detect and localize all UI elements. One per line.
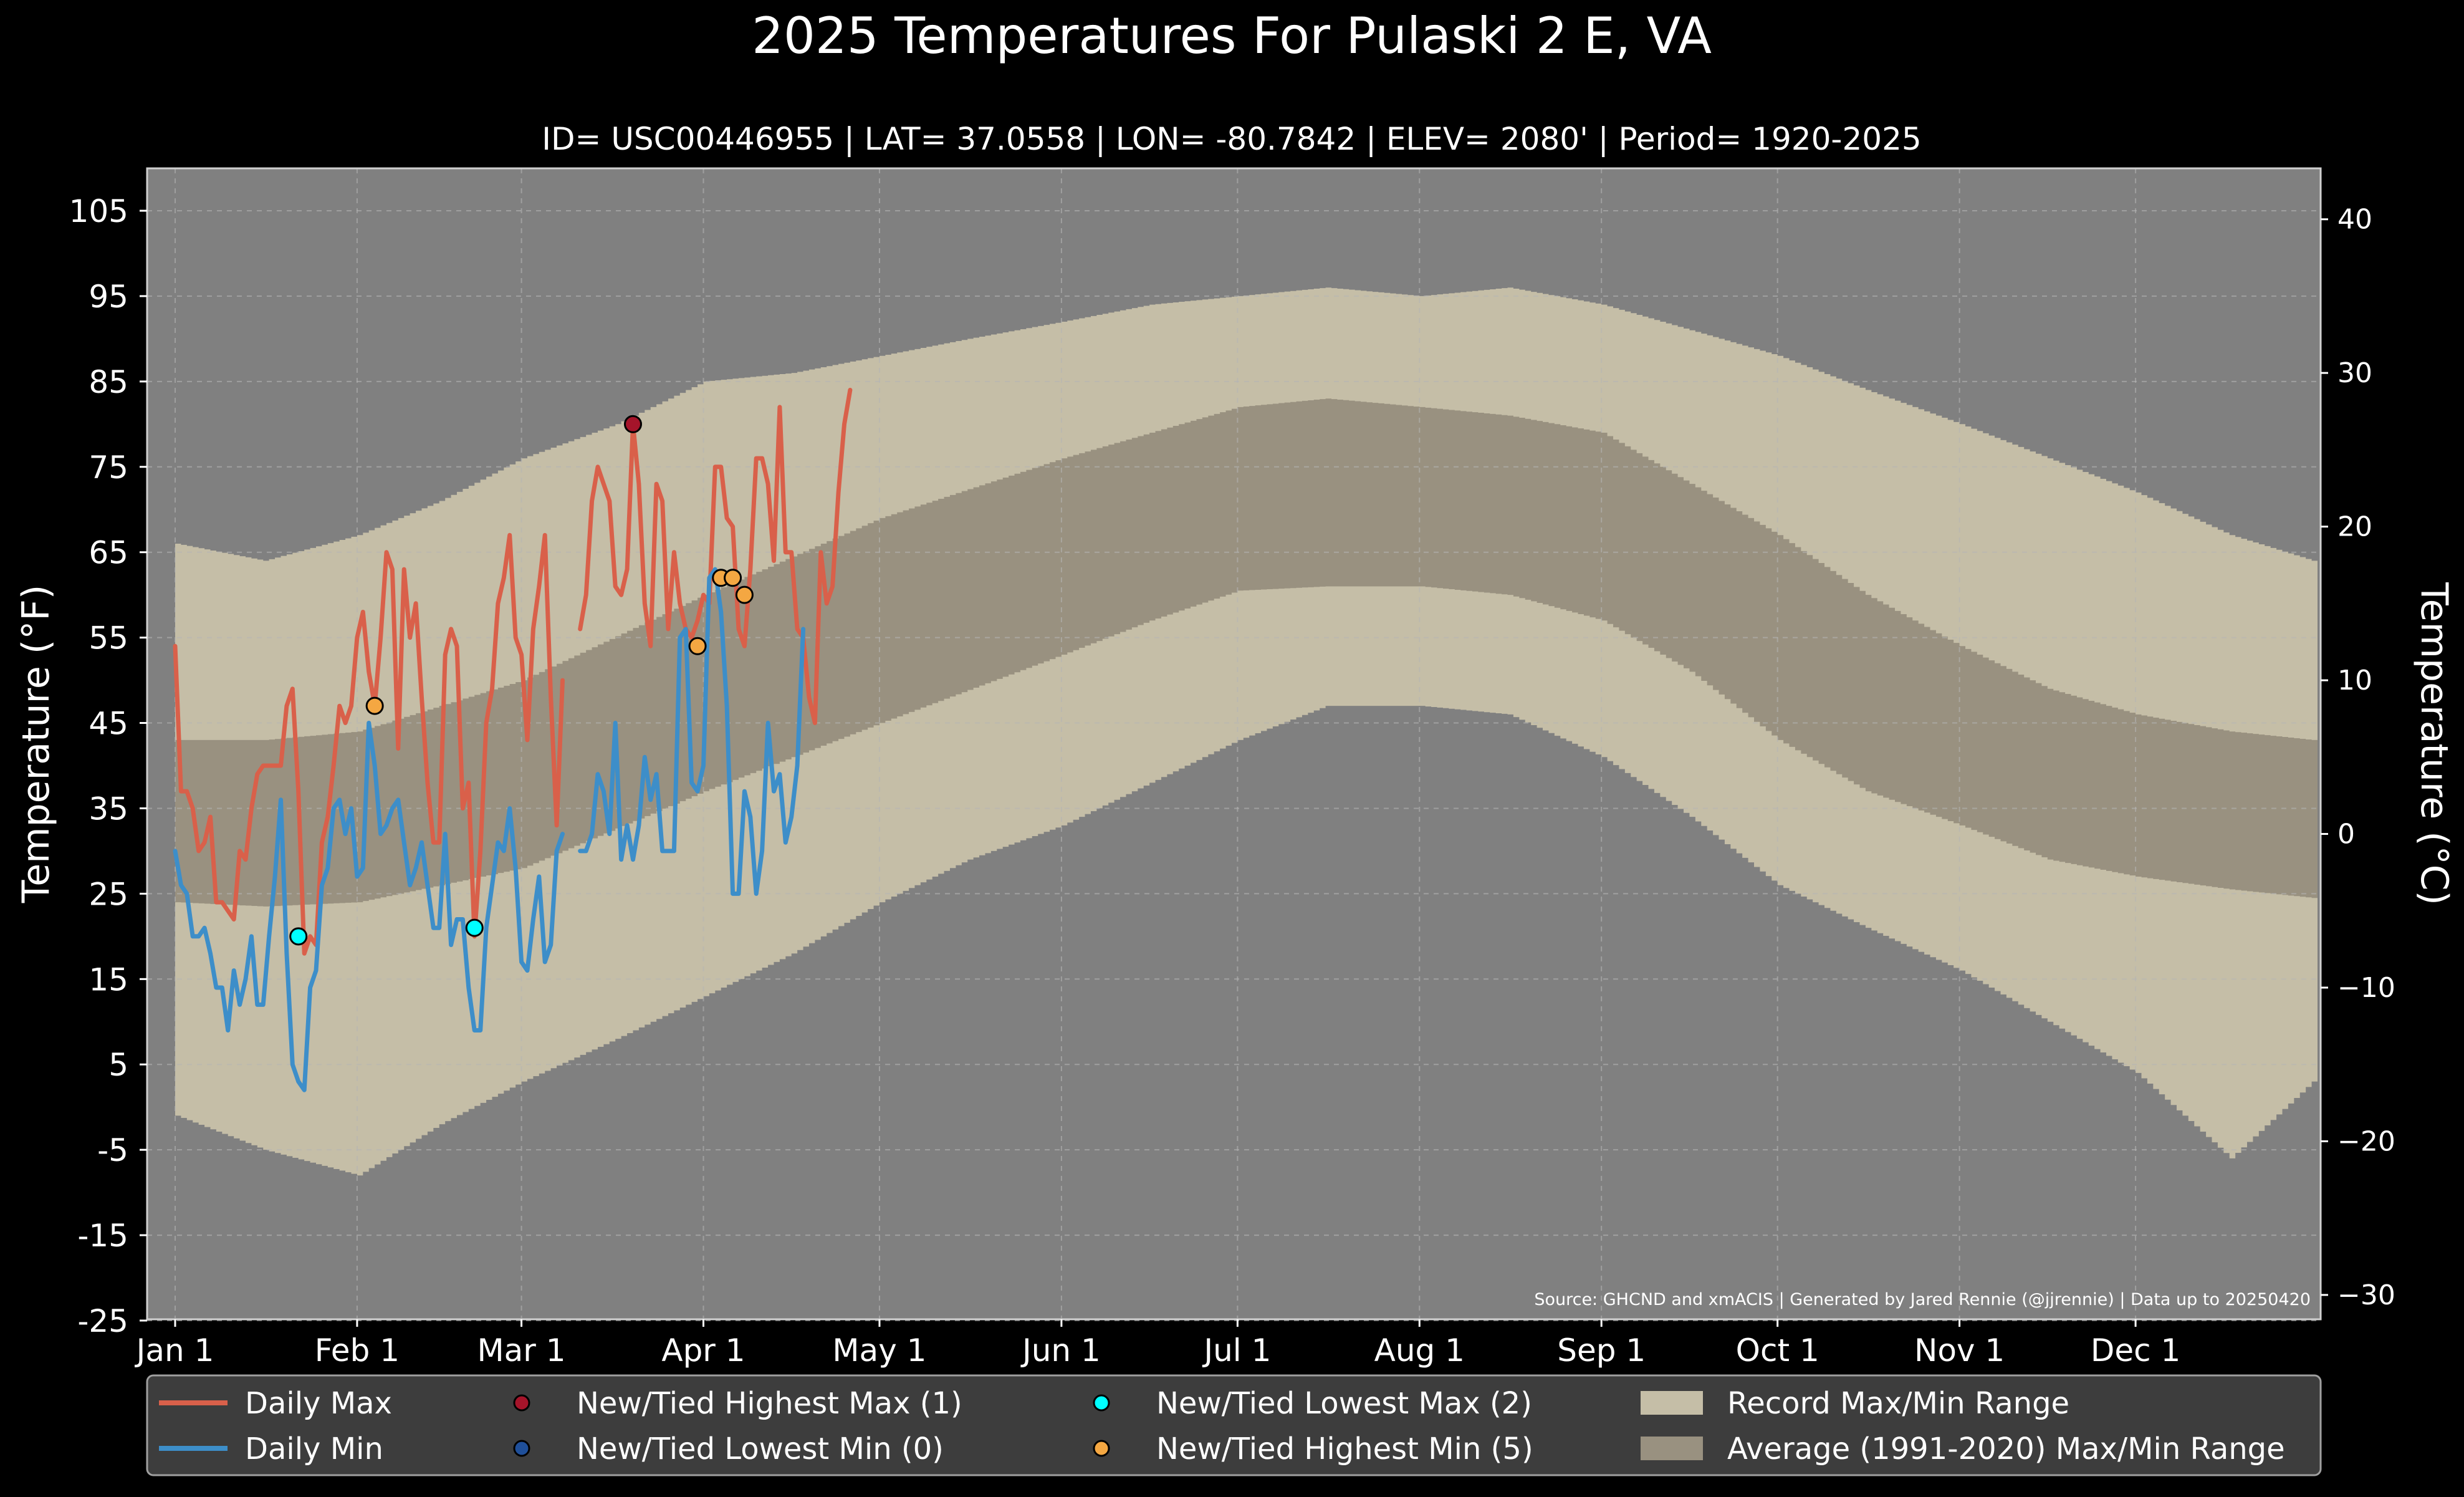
y-tick-label: -5 xyxy=(97,1132,128,1168)
legend-lowest-min-label: New/Tied Lowest Min (0) xyxy=(577,1432,944,1466)
y-tick-label: 55 xyxy=(89,620,128,657)
plot-frame xyxy=(146,167,2322,1321)
x-tick-label: Dec 1 xyxy=(2091,1332,2180,1369)
x-axis: Jan 1 Feb 1 Mar 1 Apr 1 May 1 Jun 1 Jul 1 Aug 1… xyxy=(135,1319,2180,1369)
legend-highest-max-marker xyxy=(513,1394,530,1412)
y-tick-label: 5 xyxy=(108,1047,128,1083)
daily-min-line xyxy=(173,567,806,1092)
y-tick-label-right: 0 xyxy=(2337,819,2355,850)
y-tick-label-right: −10 xyxy=(2337,972,2395,1004)
x-tick-label: Jul 1 xyxy=(1202,1332,1271,1369)
chart-subtitle: ID= USC00446955 | LAT= 37.0558 | LON= -8… xyxy=(542,121,1921,157)
x-tick-label: Jan 1 xyxy=(135,1332,214,1369)
y-tick-label-right: 30 xyxy=(2337,357,2372,389)
legend-daily-min-label: Daily Min xyxy=(245,1432,383,1466)
legend-average-range-label: Average (1991-2020) Max/Min Range xyxy=(1727,1432,2285,1466)
y-axis-fahrenheit: 105 95 85 75 65 55 45 35 25 15 5 -5 -15 -25 xyxy=(69,193,147,1339)
daily-max-line xyxy=(173,388,853,956)
legend-daily-max-label: Daily Max xyxy=(245,1386,392,1421)
y-tick-label-right: −20 xyxy=(2337,1125,2395,1157)
marker-highest-max xyxy=(623,415,642,433)
marker-lowest-max xyxy=(465,918,484,937)
y-tick-label-right: 20 xyxy=(2337,511,2372,543)
chart-title: 2025 Temperatures For Pulaski 2 E, VA xyxy=(752,7,1712,65)
record-range-band xyxy=(175,287,2318,1176)
marker-highest-min xyxy=(724,569,742,587)
y-tick-label-right: −30 xyxy=(2337,1279,2395,1311)
y-tick-label: 45 xyxy=(89,706,128,742)
legend: Daily Max Daily Min New/Tied Highest Max… xyxy=(146,1374,2322,1476)
x-tick-label: Aug 1 xyxy=(1374,1332,1465,1369)
y-tick-label: -15 xyxy=(77,1218,128,1254)
marker-lowest-max xyxy=(289,927,308,946)
y-tick-label: 95 xyxy=(89,279,128,315)
x-tick-label: Oct 1 xyxy=(1736,1332,1819,1369)
marker-highest-min xyxy=(365,696,384,715)
legend-highest-min-marker xyxy=(1093,1440,1110,1457)
average-range-band xyxy=(175,398,2318,907)
y-tick-label: -25 xyxy=(77,1303,128,1339)
legend-highest-min-label: New/Tied Highest Min (5) xyxy=(1156,1432,1533,1466)
legend-lowest-max-marker xyxy=(1093,1394,1110,1412)
x-tick-label: Sep 1 xyxy=(1557,1332,1646,1369)
x-tick-label: Jun 1 xyxy=(1020,1332,1101,1369)
y-axis-celsius: 40 30 20 10 0 −10 −20 −30 xyxy=(2321,204,2395,1311)
legend-average-range-swatch xyxy=(1641,1437,1703,1460)
y-axis-label-left: Temperature (°F) xyxy=(14,585,58,903)
record-markers xyxy=(289,415,754,946)
marker-highest-min xyxy=(688,637,707,655)
x-tick-label: Apr 1 xyxy=(661,1332,745,1369)
x-tick-label: Feb 1 xyxy=(315,1332,400,1369)
y-axis-label-right: Temperature (°C) xyxy=(2412,582,2456,905)
y-tick-label: 65 xyxy=(89,535,128,571)
y-tick-label: 35 xyxy=(89,791,128,827)
legend-record-range-label: Record Max/Min Range xyxy=(1727,1386,2069,1421)
legend-highest-max-label: New/Tied Highest Max (1) xyxy=(577,1386,962,1421)
y-tick-label-right: 10 xyxy=(2337,665,2372,696)
x-tick-label: Mar 1 xyxy=(477,1332,566,1369)
legend-record-range-swatch xyxy=(1641,1391,1703,1415)
y-tick-label: 75 xyxy=(89,450,128,486)
y-tick-label: 25 xyxy=(89,876,128,912)
legend-lowest-min-marker xyxy=(513,1440,530,1457)
y-tick-label: 15 xyxy=(89,961,128,998)
x-tick-label: Nov 1 xyxy=(1914,1332,2005,1369)
y-tick-label: 105 xyxy=(69,193,128,229)
y-tick-label: 85 xyxy=(89,364,128,400)
source-note: Source: GHCND and xmACIS | Generated by … xyxy=(1534,1290,2311,1309)
legend-lowest-max-label: New/Tied Lowest Max (2) xyxy=(1156,1386,1532,1421)
legend-box xyxy=(146,1374,2322,1476)
marker-highest-min xyxy=(735,585,754,604)
plot-area: Source: GHCND and xmACIS | Generated by … xyxy=(146,167,2322,1321)
y-tick-label-right: 40 xyxy=(2337,204,2372,236)
x-tick-label: May 1 xyxy=(832,1332,926,1369)
